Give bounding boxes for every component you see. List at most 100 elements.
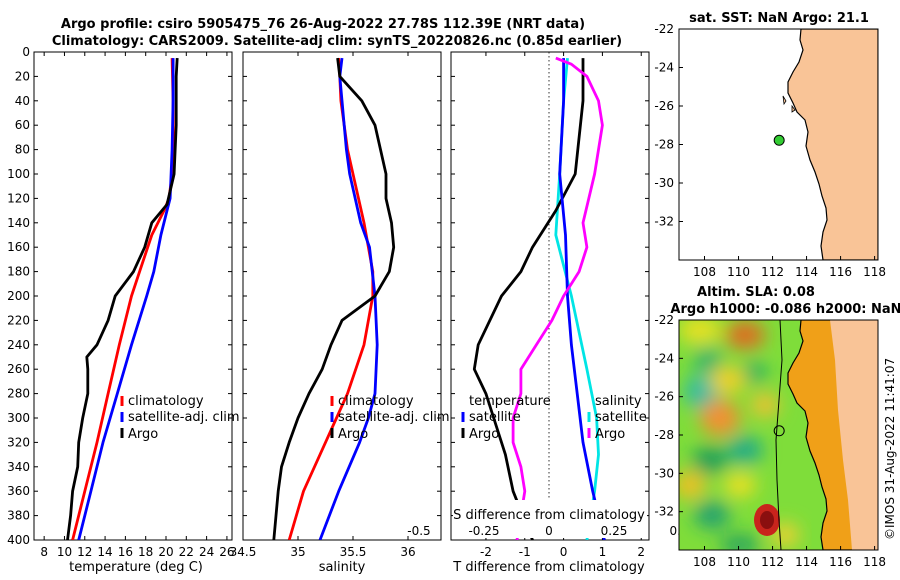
s-diff-tick-label: -0.5 — [407, 524, 430, 538]
legend-argo: Argo — [128, 427, 158, 442]
map-y-tick-label: -30 — [654, 176, 674, 190]
map-x-tick-label: 112 — [761, 555, 784, 569]
y-tick-label: 300 — [7, 411, 30, 425]
y-tick-label: 320 — [7, 435, 30, 449]
difference-legend-right: salinity satellite Argo — [587, 394, 647, 442]
sla-map-axes: 108 110 112 114 116 118 -22 -24 -26 -28 -30 -32 — [654, 313, 886, 569]
x-tick-label: 35 — [290, 545, 305, 559]
s-diff-tick-label: 0.25 — [601, 524, 628, 538]
map-y-tick-label: -24 — [654, 351, 674, 365]
x-tick-label: 12 — [77, 545, 92, 559]
salinity-lines — [272, 57, 396, 540]
map-x-tick-label: 108 — [693, 555, 716, 569]
sla-map-title-line2: Argo h1000: -0.086 h2000: NaN — [670, 302, 900, 317]
legend-satellite: satellite — [469, 410, 521, 425]
x-tick-label: 36 — [400, 545, 415, 559]
sla-map: Altim. SLA: 0.08 Argo h1000: -0.086 h200… — [654, 285, 900, 569]
depth-contour — [775, 320, 783, 550]
sst-map-axes: 108 110 112 114 116 118 -22 -24 -26 -28 -30 -32 — [654, 22, 886, 279]
x-tick-label: 20 — [158, 545, 173, 559]
map-y-tick-label: -24 — [654, 61, 674, 75]
map-y-tick-label: -32 — [654, 215, 674, 229]
map-x-tick-label: 116 — [829, 265, 852, 279]
map-x-tick-label: 110 — [727, 265, 750, 279]
argo-float-marker — [773, 134, 785, 146]
map-y-tick-label: -26 — [654, 99, 674, 113]
y-tick-label: 360 — [7, 484, 30, 498]
legend-satellite: satellite-adj. clim — [128, 410, 240, 425]
legend-climatology: climatology — [128, 394, 204, 409]
difference-xlabel: T difference from climatology — [452, 560, 645, 575]
figure-title-line1: Argo profile: csiro 5905475_76 26-Aug-20… — [61, 17, 585, 32]
series-line-argo — [66, 58, 179, 540]
legend-argo: Argo — [469, 427, 499, 442]
sst-map-title: sat. SST: NaN Argo: 21.1 — [689, 11, 869, 26]
x-tick-label: 26 — [219, 545, 234, 559]
temperature-lines — [66, 58, 179, 540]
map-x-tick-label: 114 — [795, 555, 818, 569]
x-tick-label: 18 — [138, 545, 153, 559]
y-tick-label: 0 — [22, 45, 30, 59]
series-line-temperature-argo — [472, 58, 585, 540]
difference-lines — [472, 56, 606, 540]
series-line-salinity-satellite — [558, 58, 606, 540]
salinity-diff-axis-label: S difference from climatology — [453, 508, 645, 523]
y-tick-label: 100 — [7, 167, 30, 181]
x-tick-label: 0 — [560, 545, 568, 559]
legend-argo: Argo — [338, 427, 368, 442]
x-tick-label: 22 — [179, 545, 194, 559]
depth-axis: 0 20 40 60 80 100 120 140 160 180 200 220 240 260 280 3… — [7, 45, 232, 547]
x-tick-label: 24 — [199, 545, 214, 559]
secondary-axis-background — [453, 500, 647, 538]
map-y-tick-label: -32 — [654, 505, 674, 519]
difference-legend-left: temperature satellite Argo — [461, 394, 551, 442]
x-tick-label: 35.5 — [340, 545, 367, 559]
map-x-tick-label: 118 — [863, 265, 886, 279]
legend-climatology: climatology — [338, 394, 414, 409]
imos-watermark: ©IMOS 31-Aug-2022 11:41:07 — [883, 358, 897, 540]
x-tick-label: 16 — [118, 545, 133, 559]
series-line-satellite-adj-clim — [77, 58, 175, 540]
y-tick-label: 260 — [7, 362, 30, 376]
x-tick-label: -1 — [519, 545, 531, 559]
salinity-y-ticks — [243, 51, 441, 541]
y-tick-label: 160 — [7, 240, 30, 254]
map-y-tick-label: -22 — [654, 22, 674, 36]
map-x-tick-label: 114 — [795, 265, 818, 279]
map-y-tick-label: -28 — [654, 428, 674, 442]
salinity-axes-box — [242, 51, 442, 541]
map-x-tick-label: 110 — [727, 555, 750, 569]
difference-axes-box — [450, 51, 650, 541]
y-tick-label: 240 — [7, 338, 30, 352]
s-diff-tick-label: -0.25 — [468, 524, 499, 538]
y-tick-label: 340 — [7, 460, 30, 474]
map-x-tick-label: 118 — [863, 555, 886, 569]
x-tick-label: 10 — [57, 545, 72, 559]
y-tick-label: 220 — [7, 313, 30, 327]
temperature-axes-box — [33, 51, 233, 541]
legend-argo-salinity: Argo — [595, 427, 625, 442]
y-tick-label: 200 — [7, 289, 30, 303]
legend-temperature: temperature — [469, 394, 551, 409]
y-tick-label: 120 — [7, 191, 30, 205]
map-x-tick-label: 112 — [761, 265, 784, 279]
x-tick-label: 34.5 — [230, 545, 257, 559]
map-x-tick-label: 108 — [693, 265, 716, 279]
map-y-tick-label: -22 — [654, 313, 674, 327]
temperature-xlabel: temperature (deg C) — [69, 560, 203, 575]
island — [782, 95, 787, 106]
sst-map: sat. SST: NaN Argo: 21.1 108 110 112 114 116… — [654, 11, 886, 279]
figure-title-line2: Climatology: CARS2009. Satellite-adj cli… — [52, 34, 622, 49]
y-tick-label: 140 — [7, 216, 30, 230]
map-y-tick-label: -28 — [654, 138, 674, 152]
australia-land — [787, 29, 878, 260]
inland-area — [830, 320, 878, 550]
difference-panel: -2 -1 0 1 2 S difference from climatology -0… — [407, 51, 689, 575]
x-tick-label: 1 — [599, 545, 607, 559]
x-tick-label: -2 — [480, 545, 492, 559]
y-tick-label: 380 — [7, 509, 30, 523]
salinity-x-axis: 34.5 35 35.5 36 — [230, 52, 416, 559]
s-diff-tick-label: 0 — [545, 524, 553, 538]
map-y-tick-label: -26 — [654, 390, 674, 404]
